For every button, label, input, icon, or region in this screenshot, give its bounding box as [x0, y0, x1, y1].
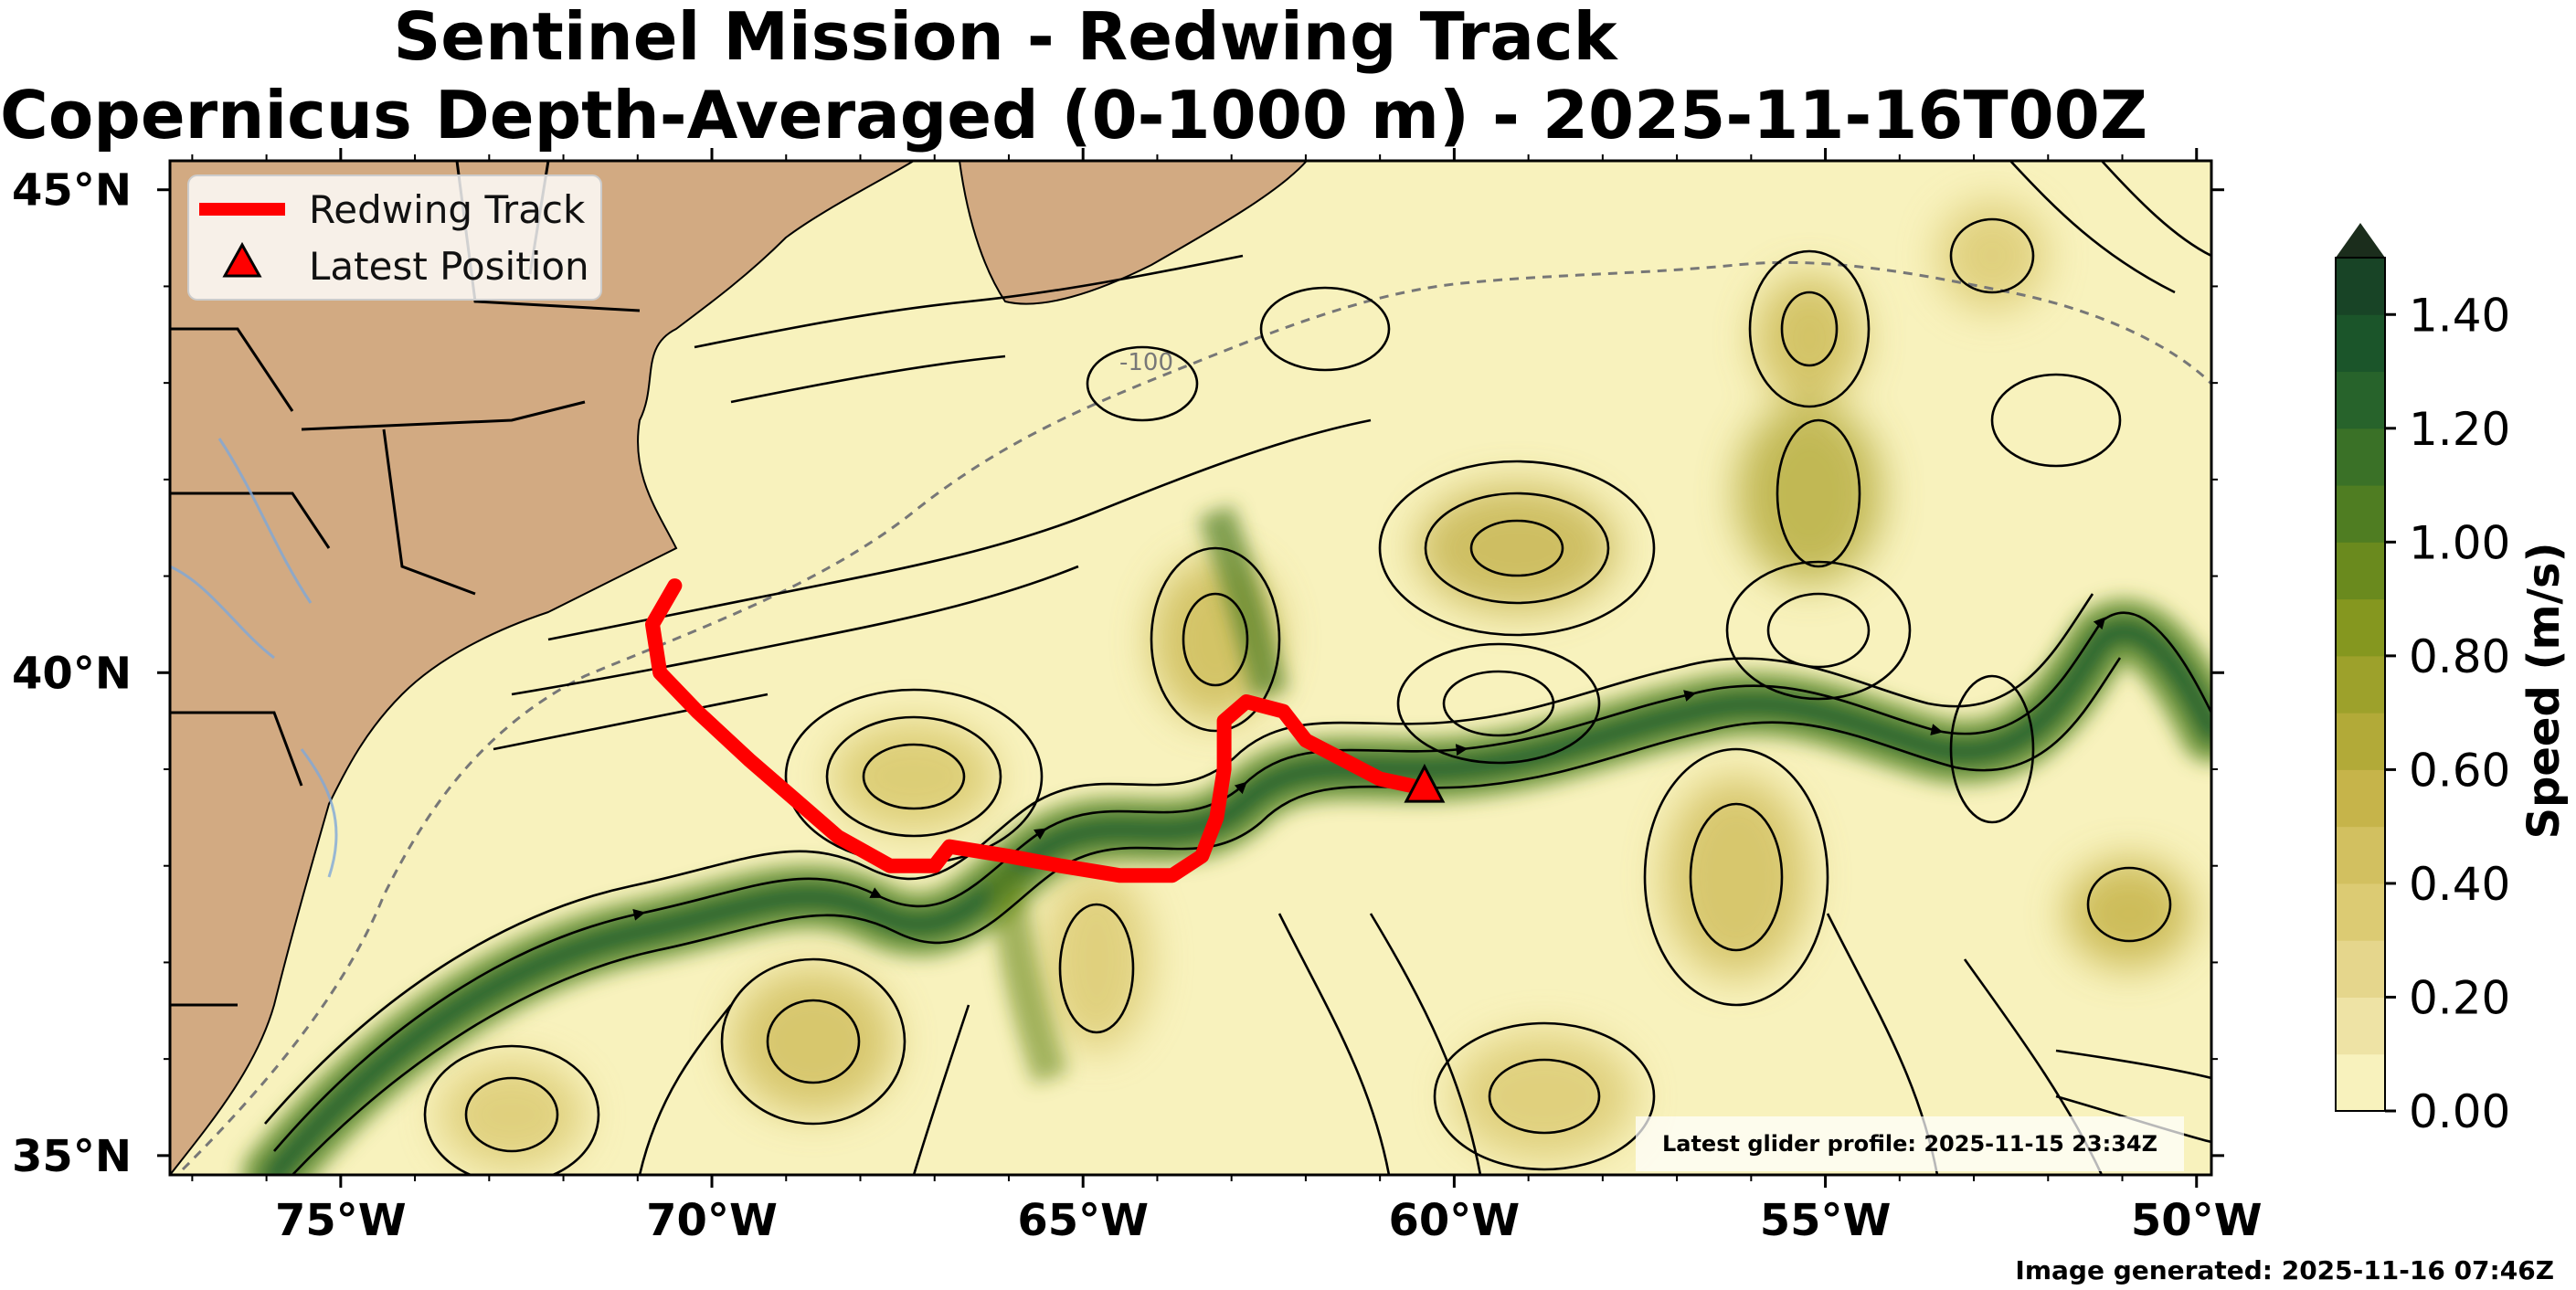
legend-box [187, 174, 602, 301]
chart-title-line2: Copernicus Depth-Averaged (0-1000 m) - 2… [0, 77, 2148, 153]
map-area: -100 [170, 161, 2211, 1175]
colorbar-segment [2336, 314, 2385, 373]
lat-tick-label: 45°N [12, 165, 132, 217]
colorbar-tick-label: 0.00 [2409, 1085, 2510, 1138]
colorbar-tick-label: 0.60 [2409, 744, 2510, 797]
legend: Redwing Track Latest Position [187, 174, 602, 301]
colorbar: 0.00 0.20 0.40 0.60 0.80 1.00 1.20 1.40 Speed (… [2335, 223, 2570, 1138]
land [170, 161, 1309, 1175]
latest-position-marker [1404, 763, 1446, 803]
colorbar-tick-label: 0.80 [2409, 630, 2510, 683]
chart-title-line1: Sentinel Mission - Redwing Track [393, 0, 1617, 75]
colorbar-segment [2336, 542, 2385, 600]
lon-tick-label: 60°W [1389, 1195, 1521, 1246]
rivers [170, 438, 338, 878]
lat-tick-label: 35°N [12, 1131, 132, 1182]
streamlines [264, 161, 2211, 1175]
colorbar-tick-label: 1.40 [2409, 289, 2510, 342]
colorbar-tick-label: 1.20 [2409, 403, 2510, 456]
lon-tick-label: 70°W [646, 1195, 778, 1246]
colorbar-extend-arrow [2336, 223, 2385, 258]
bathymetry-contour [181, 260, 2211, 1171]
image-generated-label: Image generated: 2025-11-16 07:46Z [2015, 1255, 2554, 1285]
colorbar-segments [2336, 258, 2385, 1112]
colorbar-segment [2336, 1053, 2385, 1112]
legend-marker-swatch [222, 241, 262, 278]
colorbar-segment [2336, 713, 2385, 770]
legend-latest-label: Latest Position [309, 244, 589, 289]
lon-tick-label: 65°W [1017, 1195, 1149, 1246]
colorbar-segment [2336, 940, 2385, 998]
latest-profile-label: Latest glider profile: 2025-11-15 23:34Z [1636, 1116, 2184, 1171]
colorbar-segment [2336, 997, 2385, 1055]
glider-track [645, 578, 1432, 883]
colorbar-segment [2336, 769, 2385, 828]
colorbar-frame [2335, 257, 2386, 1112]
colorbar-segment [2336, 428, 2385, 486]
colorbar-tick-label: 0.20 [2409, 971, 2510, 1024]
colorbar-segment [2336, 598, 2385, 657]
colorbar-segment [2336, 371, 2385, 429]
colorbar-segment [2336, 655, 2385, 714]
legend-track-label: Redwing Track [309, 187, 586, 232]
colorbar-title: Speed (m/s) [2518, 542, 2570, 839]
colorbar-segment [2336, 883, 2385, 941]
lon-tick-label: 75°W [275, 1195, 407, 1246]
lon-tick-label: 50°W [2131, 1195, 2263, 1246]
lat-tick-label: 40°N [12, 648, 132, 699]
colorbar-segment [2336, 485, 2385, 543]
colorbar-tick-label: 0.40 [2409, 858, 2510, 911]
bathymetry-label: -100 [1119, 349, 1173, 376]
colorbar-segment [2336, 826, 2385, 884]
axis-ticks: 75°W 70°W 65°W 60°W 55°W 50°W 45°N 40°N 35°N [12, 148, 2263, 1246]
colorbar-segment [2336, 258, 2385, 315]
map-frame [168, 159, 2213, 1177]
lon-tick-label: 55°W [1760, 1195, 1892, 1246]
colorbar-tick-label: 1.00 [2409, 516, 2510, 569]
colorbar-ticks: 0.00 0.20 0.40 0.60 0.80 1.00 1.20 1.40 [2385, 289, 2510, 1138]
